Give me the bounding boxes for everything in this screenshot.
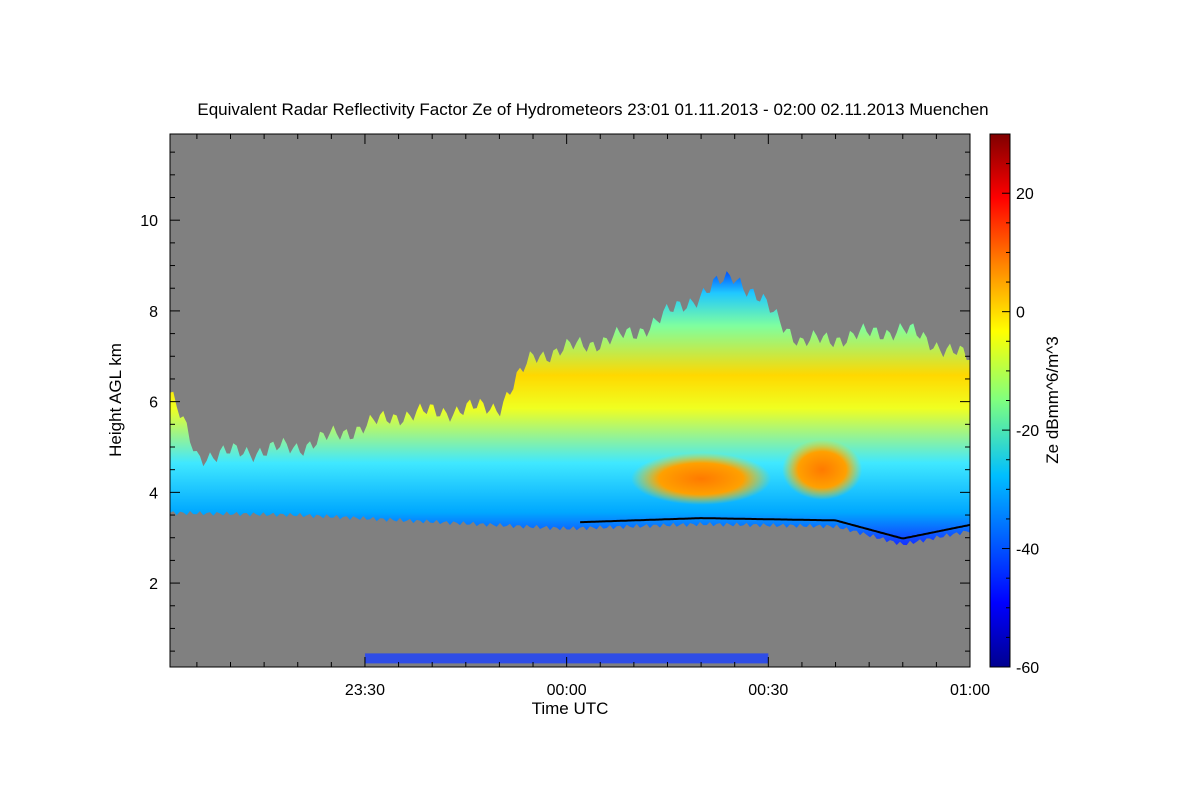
colorbar-title: Ze dBmm^6/m^3 — [1043, 336, 1062, 463]
x-tick-label: 00:30 — [748, 682, 788, 699]
y-axis: 2 4 6 8 10 — [140, 151, 970, 652]
y-tick-label: 10 — [140, 213, 158, 230]
colorbar-tick-label: -20 — [1016, 423, 1039, 440]
x-tick-label: 23:30 — [345, 682, 385, 699]
colorbar-tick-label: 0 — [1016, 305, 1025, 322]
y-tick-label: 4 — [149, 485, 158, 502]
x-tick-label: 01:00 — [950, 682, 990, 699]
y-tick-label: 6 — [149, 395, 158, 412]
y-tick-label: 2 — [149, 576, 158, 593]
cloud-base-line — [580, 517, 970, 540]
colorbar-tick-label: -40 — [1016, 542, 1039, 559]
x-axis-title: Time UTC — [532, 699, 609, 718]
high-reflectivity-core — [782, 439, 863, 500]
plot-area — [169, 133, 1138, 668]
y-axis-title: Height AGL km — [106, 343, 125, 457]
colorbar-tick-label: -60 — [1016, 660, 1039, 677]
high-reflectivity-core — [631, 452, 772, 505]
x-axis: 23:30 00:00 00:30 01:00 — [196, 134, 990, 699]
y-tick-label: 8 — [149, 304, 158, 321]
colorbar-ticks: -60 -40 -20 0 20 — [1002, 133, 1039, 677]
plot-frame — [169, 133, 971, 668]
colorbar-tick-label: 20 — [1016, 186, 1034, 203]
high-reflectivity-core — [1058, 449, 1138, 485]
chart-title: Equivalent Radar Reflectivity Factor Ze … — [197, 100, 988, 119]
x-tick-label: 00:00 — [547, 682, 587, 699]
